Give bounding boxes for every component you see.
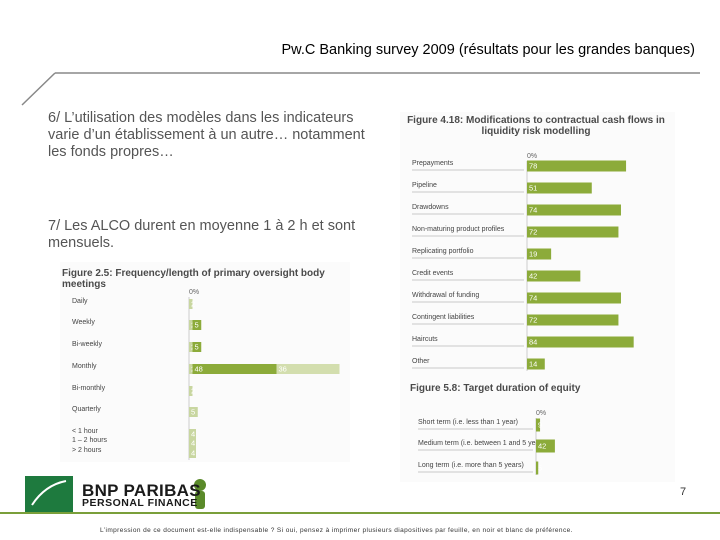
- bar-value: 42: [529, 271, 537, 280]
- mascot: [195, 491, 205, 509]
- bar-segment: [527, 204, 621, 216]
- bar-value: 42: [538, 441, 546, 450]
- figure-title: Figure 2.5: Frequency/length of primary …: [62, 268, 325, 290]
- bar-value: 2: [191, 386, 195, 395]
- row-label: Other: [412, 358, 430, 365]
- logo-subtitle: PERSONAL FINANCE: [82, 497, 198, 509]
- row-label: Prepayments: [412, 160, 454, 167]
- row-label: Short term (i.e. less than 1 year): [418, 419, 518, 426]
- bar-segment: [189, 438, 196, 448]
- bar-value: 5: [191, 407, 195, 416]
- row-label: < 1 hour: [72, 428, 99, 435]
- bar-segment: [189, 429, 196, 439]
- bar-segment: [192, 320, 202, 330]
- footnote: L’impression de ce document est-elle ind…: [100, 527, 573, 534]
- mascot: [194, 479, 206, 491]
- row-label: Replicating portfolio: [412, 248, 474, 255]
- bar-segment: [192, 342, 202, 352]
- logo-stars: [31, 480, 67, 506]
- bar-segment: [276, 364, 340, 374]
- bar-segment: [527, 336, 634, 348]
- bar-segment: [536, 439, 555, 453]
- bar-value: 74: [529, 293, 537, 302]
- row-label: Haircuts: [412, 336, 438, 343]
- figure-title: Figure 4.18: Modifications to contractua…: [407, 115, 665, 137]
- bar-segment: [527, 358, 545, 370]
- axis-label: 0%: [536, 410, 546, 417]
- bar-value: 48: [195, 364, 203, 373]
- bar-value: 74: [529, 205, 537, 214]
- bar-value: 4: [191, 429, 195, 438]
- bar-segment: [189, 386, 193, 396]
- bar-segment: [189, 407, 198, 417]
- bar-value: 51: [529, 183, 537, 192]
- bar-segment: [527, 226, 619, 238]
- bar-value: 84: [529, 337, 537, 346]
- bar-segment: [527, 160, 627, 172]
- row-label: Drawdowns: [412, 204, 449, 211]
- bar-segment: [536, 418, 541, 432]
- row-label: Contingent liabilities: [412, 314, 475, 321]
- bar-segment: [189, 448, 196, 458]
- bar-segment: [189, 299, 193, 309]
- bar-value: 5: [195, 320, 199, 329]
- bar-value: 5: [538, 463, 542, 472]
- body-text: 7/ Les ALCO durent en moyenne 1 à 2 h et…: [48, 218, 356, 251]
- figure-title: Figure 5.8: Target duration of equity: [410, 383, 581, 394]
- bar-value: 9: [538, 420, 542, 429]
- page-number: 7: [680, 486, 687, 498]
- bar-value: 72: [529, 227, 537, 236]
- row-label: Quarterly: [72, 406, 101, 413]
- row-label: Pipeline: [412, 182, 437, 189]
- axis-label: 0%: [189, 289, 199, 296]
- row-label: Monthly: [72, 363, 97, 370]
- bar-segment: [192, 364, 277, 374]
- row-label: Long term (i.e. more than 5 years): [418, 462, 524, 469]
- bar-value: 4: [191, 438, 195, 447]
- bar-segment: [527, 182, 592, 194]
- bar-segment: [189, 320, 193, 330]
- row-label: Weekly: [72, 319, 95, 326]
- row-label: > 2 hours: [72, 447, 102, 454]
- row-label: Non-maturing product profiles: [412, 226, 505, 233]
- bar-value: 14: [529, 359, 537, 368]
- header-rule-diagonal: [21, 72, 56, 106]
- bar-value: 78: [529, 161, 537, 170]
- bar-segment: [189, 342, 193, 352]
- row-label: Medium term (i.e. between 1 and 5 years): [418, 440, 548, 447]
- row-label: Bi-monthly: [72, 385, 106, 392]
- bar-segment: [527, 314, 619, 326]
- bar-segment: [527, 270, 581, 282]
- logo-name: BNP PARIBAS: [82, 481, 201, 500]
- bar-segment: [536, 461, 539, 475]
- row-label: Withdrawal of funding: [412, 292, 479, 299]
- axis-label: 0%: [527, 153, 537, 160]
- bar-value: 19: [529, 249, 537, 258]
- bar-value: 4: [191, 448, 195, 457]
- bar-value: 2: [191, 299, 195, 308]
- row-label: Daily: [72, 298, 88, 305]
- slide-title: Pw.C Banking survey 2009 (résultats pour…: [281, 42, 695, 58]
- bar-value: 5: [195, 342, 199, 351]
- bar-value: 36: [279, 364, 287, 373]
- bar-segment: [527, 248, 552, 260]
- row-label: 1 – 2 hours: [72, 437, 108, 444]
- figure-panel: [60, 262, 350, 462]
- row-label: Credit events: [412, 270, 454, 277]
- body-text: 6/ L’utilisation des modèles dans les in…: [48, 110, 365, 160]
- row-label: Bi-weekly: [72, 341, 102, 348]
- bar-value: 72: [529, 315, 537, 324]
- bar-segment: [527, 292, 621, 304]
- bar-segment: [189, 364, 193, 374]
